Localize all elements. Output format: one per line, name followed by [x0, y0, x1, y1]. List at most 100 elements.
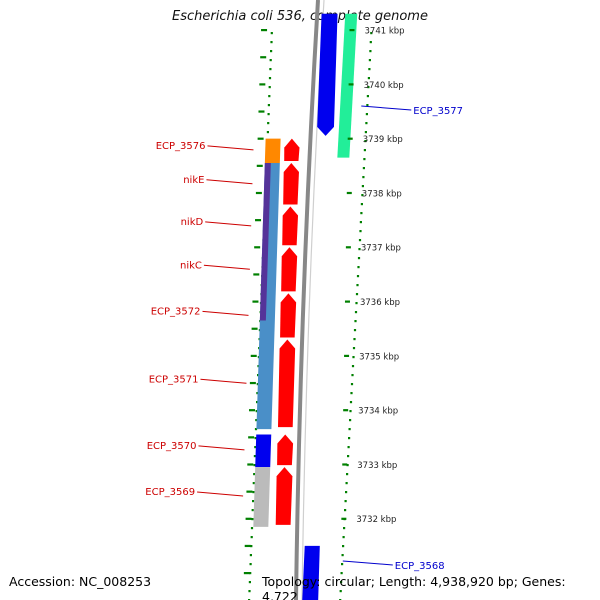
feature-bar-5 — [255, 434, 272, 468]
inner-tick — [244, 544, 251, 548]
outer-guide-dot — [343, 527, 346, 530]
outer-guide-dot — [355, 293, 359, 296]
scale-label-3733: 3733 kbp — [357, 461, 397, 471]
gene-label-nikC: nikC — [180, 260, 202, 271]
inner-guide-dot — [267, 113, 270, 116]
inner-guide-dot — [251, 509, 254, 512]
scale-label-3732: 3732 kbp — [356, 515, 396, 525]
inner-guide-dot — [253, 473, 256, 476]
inner-guide-dot — [249, 572, 252, 575]
inner-tick — [254, 246, 261, 249]
cds-arrow-ECP_3576 — [284, 138, 300, 162]
inner-guide-dot — [250, 536, 253, 539]
outer-guide-dot — [345, 491, 348, 494]
scale-label-3737: 3737 kbp — [361, 244, 401, 254]
inner-guide-dot — [248, 590, 251, 593]
scale-tick-3736 — [344, 300, 350, 303]
inner-tick — [245, 517, 252, 520]
inner-guide-dot — [253, 455, 256, 458]
outer-guide-dot — [364, 131, 367, 134]
inner-guide-dot — [252, 500, 255, 503]
scale-tick-3734 — [343, 409, 349, 412]
leader-line-nikE — [206, 179, 253, 185]
outer-guide-dot — [348, 437, 351, 440]
scale-label-3735: 3735 kbp — [359, 352, 399, 362]
leader-line-nikD — [205, 221, 252, 227]
inner-tick — [251, 327, 258, 330]
outer-guide-dot — [368, 59, 371, 62]
inner-tick — [243, 572, 250, 575]
leader-line-ECP_3572 — [202, 310, 249, 316]
feature-bar-6 — [253, 467, 271, 527]
scale-tick-3732 — [341, 517, 347, 520]
leader-line-ECP_3569 — [197, 491, 244, 497]
inner-guide-dot — [268, 77, 272, 80]
outer-guide-dot — [365, 122, 368, 125]
inner-guide-dot — [256, 383, 259, 386]
outer-guide-dot — [342, 545, 345, 548]
leader-line-nikC — [203, 264, 250, 270]
outer-guide-dot — [349, 401, 353, 404]
leader-line-ECP_3568 — [342, 560, 393, 566]
cds-arrow-nikE — [283, 163, 299, 205]
outer-guide-dot — [341, 563, 344, 566]
inner-guide-dot — [253, 464, 256, 467]
outer-guide-dot — [350, 392, 353, 395]
inner-guide-dot — [255, 419, 258, 422]
outer-guide-dot — [355, 302, 358, 305]
scale-label-3736: 3736 kbp — [360, 298, 400, 308]
gene-label-ECP_3576: ECP_3576 — [156, 141, 206, 152]
feature-bar-3 — [256, 163, 280, 430]
outer-guide-dot — [347, 446, 350, 449]
inner-tick — [255, 219, 262, 222]
scale-label-3741: 3741 kbp — [365, 27, 405, 37]
inner-guide-dot — [252, 491, 255, 494]
inner-guide-dot — [270, 50, 273, 53]
outer-guide-dot — [348, 428, 351, 431]
inner-guide-dot — [267, 122, 270, 125]
scale-tick-3735 — [344, 354, 350, 357]
cds-arrow-ECP_3569 — [275, 467, 293, 525]
inner-tick — [248, 436, 255, 439]
outer-guide-dot — [367, 77, 370, 80]
outer-guide-dot — [366, 95, 369, 98]
inner-tick — [250, 354, 257, 357]
outer-guide-dot — [362, 167, 365, 170]
inner-guide-dot — [256, 392, 259, 395]
feature-bar-2 — [264, 138, 281, 164]
outer-guide-dot — [340, 572, 343, 575]
inner-tick — [247, 463, 254, 466]
cds-arrow-ECP_3572 — [280, 293, 297, 338]
inner-guide-dot — [249, 554, 252, 557]
scale-label-3738: 3738 kbp — [362, 189, 402, 199]
leader-line-ECP_3576 — [207, 145, 254, 151]
outer-guide-dot — [358, 248, 361, 251]
outer-guide-dot — [349, 410, 352, 413]
inner-tick — [252, 300, 259, 303]
outer-guide-dot — [357, 257, 361, 260]
scale-label-3740: 3740 kbp — [364, 81, 404, 91]
inner-guide-dot — [270, 32, 273, 35]
leader-line-ECP_3570 — [198, 445, 245, 451]
inner-guide-dot — [254, 428, 258, 431]
inner-tick — [246, 490, 253, 493]
map-title: Escherichia coli 536, complete genome — [172, 9, 428, 24]
inner-guide-dot — [248, 581, 251, 584]
inner-guide-dot — [269, 68, 272, 71]
inner-tick — [249, 409, 256, 412]
inner-tick — [256, 164, 263, 167]
outer-guide-dot — [346, 473, 349, 476]
scale-label-3734: 3734 kbp — [358, 407, 398, 417]
scale-tick-3738 — [346, 191, 352, 195]
outer-guide-dot — [369, 50, 372, 53]
outer-guide-dot — [357, 266, 360, 269]
genome-info-label: Topology: circular; Length: 4,938,920 bp… — [262, 574, 566, 600]
scale-tick-3739 — [347, 137, 353, 140]
scale-tick-3740 — [348, 83, 354, 86]
inner-guide-dot — [268, 86, 271, 89]
inner-guide-dot — [256, 401, 259, 404]
inner-tick — [257, 137, 264, 140]
outer-guide-dot — [364, 140, 367, 143]
inner-tick — [261, 29, 268, 32]
inner-guide-dot — [251, 518, 254, 521]
